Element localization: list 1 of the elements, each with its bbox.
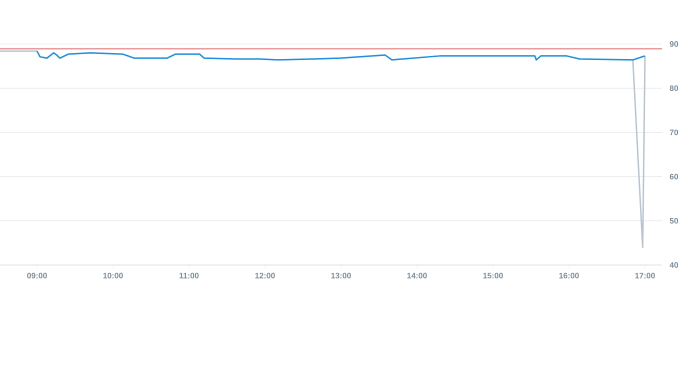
line-series bbox=[36, 50, 646, 61]
